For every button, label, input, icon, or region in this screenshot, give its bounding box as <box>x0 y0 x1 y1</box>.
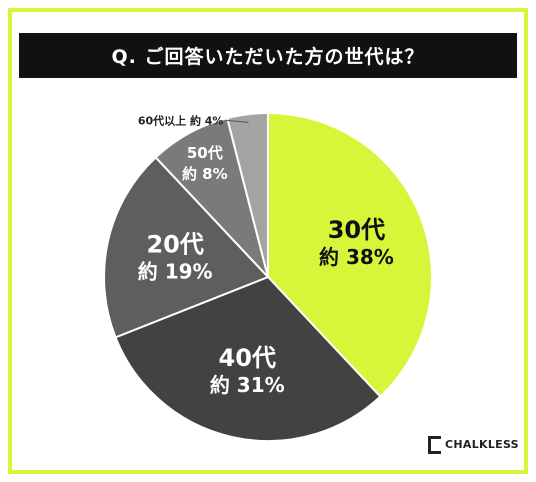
title-bar: Q. ご回答いただいた方の世代は？ <box>19 33 517 78</box>
pie-slice-0 <box>267 111 433 398</box>
slice-category-label-0: 30代 <box>328 216 385 244</box>
chart-title: Q. ご回答いただいた方の世代は？ <box>111 46 425 68</box>
slice-category-label-2: 20代 <box>146 230 203 258</box>
brand-name: CHALKLESS <box>445 437 519 451</box>
slice-value-label-3: 約 8% <box>182 165 228 183</box>
chalkless-logo-icon <box>428 436 442 454</box>
slice-label-4: 60代以上 約 4% <box>138 113 224 127</box>
brand-logo: CHALKLESS <box>428 436 519 454</box>
slice-value-label-1: 約 31% <box>210 373 285 397</box>
slice-category-label-3: 50代 <box>187 144 223 162</box>
slice-category-label-1: 40代 <box>219 344 276 372</box>
pie-slice-4 <box>225 111 269 278</box>
pie-slice-2 <box>103 156 270 339</box>
leader-line-4 <box>226 119 249 123</box>
pie-slice-1 <box>114 275 382 442</box>
slice-value-label-2: 約 19% <box>138 259 213 283</box>
slice-value-label-0: 約 38% <box>319 245 394 269</box>
